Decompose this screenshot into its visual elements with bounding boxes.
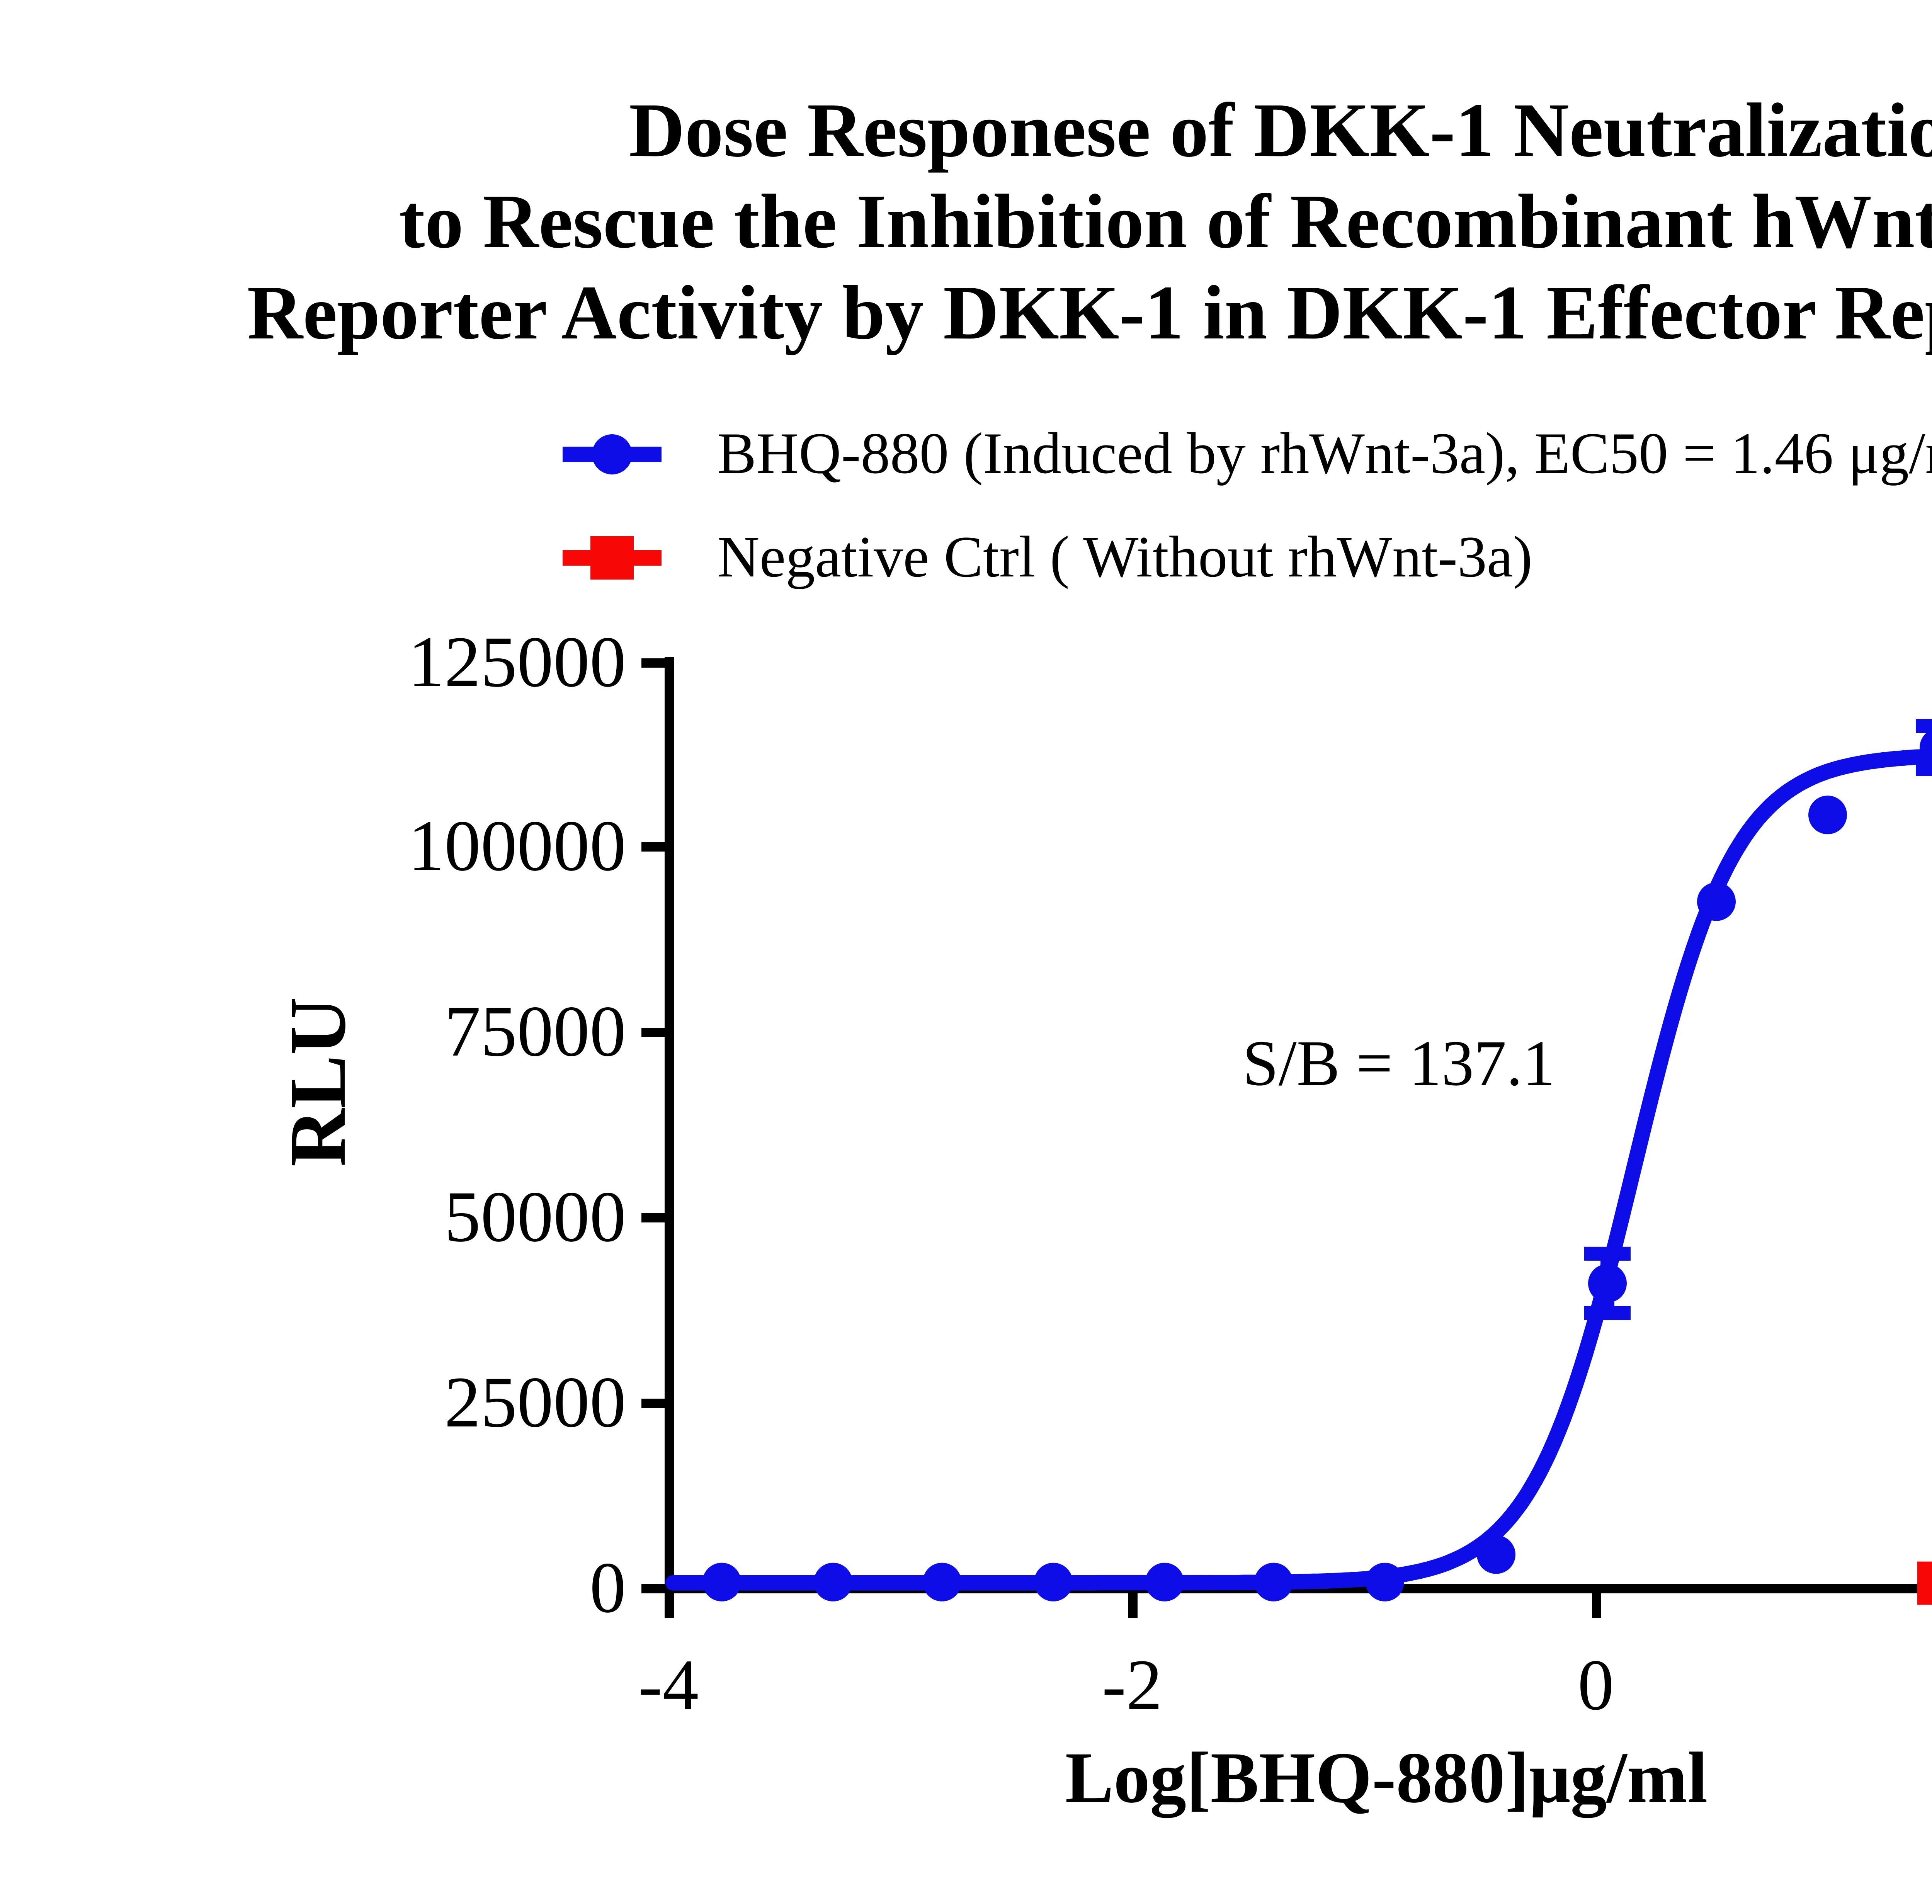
data-point-bhq880 xyxy=(1808,796,1847,835)
y-tick xyxy=(641,1584,665,1593)
y-tick xyxy=(641,1399,665,1408)
y-tick-label: 125000 xyxy=(408,622,626,702)
chart-title-line2: to Rescue the Inhibition of Recombinant … xyxy=(399,178,1932,264)
x-tick-label: 0 xyxy=(1578,1646,1614,1726)
data-point-bhq880 xyxy=(1697,882,1736,921)
data-point-bhq880 xyxy=(1366,1562,1404,1601)
x-tick-label: -2 xyxy=(1102,1646,1163,1726)
data-point-bhq880 xyxy=(1254,1562,1293,1601)
legend-square-line-icon xyxy=(563,524,662,592)
y-tick-label: 50000 xyxy=(444,1178,626,1258)
y-tick-label: 0 xyxy=(590,1549,626,1629)
legend-item-bhq880: BHQ-880 (Induced by rhWnt-3a), EC50 = 1.… xyxy=(563,420,1932,488)
error-bar xyxy=(1916,719,1932,776)
dose-response-curve xyxy=(665,748,1932,1591)
legend-circle-line-icon xyxy=(563,420,662,488)
y-tick xyxy=(641,843,665,852)
data-point-bhq880 xyxy=(814,1562,852,1601)
x-axis-title: Log[BHQ-880]μg/ml xyxy=(1065,1739,1708,1819)
y-tick-label: 100000 xyxy=(408,807,626,888)
y-tick-label: 75000 xyxy=(444,993,626,1073)
x-tick xyxy=(1128,1593,1137,1618)
data-point-bhq880 xyxy=(1588,1264,1627,1303)
y-axis-line xyxy=(665,657,674,1593)
legend-label-negative-ctrl: Negative Ctrl ( Without rhWnt-3a) xyxy=(717,525,1533,590)
y-tick-label: 25000 xyxy=(444,1363,626,1444)
legend-label-bhq880: BHQ-880 (Induced by rhWnt-3a), EC50 = 1.… xyxy=(717,422,1932,487)
signal-background-annotation: S/B = 137.1 xyxy=(1242,1029,1555,1100)
y-tick xyxy=(641,1028,665,1038)
data-point-bhq880 xyxy=(923,1562,961,1601)
legend-item-negative-ctrl: Negative Ctrl ( Without rhWnt-3a) xyxy=(563,524,1532,592)
x-tick xyxy=(664,1593,673,1618)
data-point-bhq880 xyxy=(1477,1535,1515,1574)
data-point-negative-ctrl xyxy=(1917,1561,1932,1605)
y-tick xyxy=(641,658,665,667)
data-point-bhq880 xyxy=(1034,1562,1073,1601)
chart-title-line1: Dose Responese of DKK-1 Neutralization A… xyxy=(629,87,1932,173)
data-point-bhq880 xyxy=(1145,1562,1184,1601)
data-point-bhq880 xyxy=(702,1562,741,1601)
x-tick-label: -4 xyxy=(638,1646,699,1726)
x-tick xyxy=(1591,1593,1600,1618)
chart-title: Dose Responese of DKK-1 Neutralization A… xyxy=(0,85,1932,359)
data-point-bhq880 xyxy=(1920,729,1932,766)
chart-title-line3: Reporter Activity by DKK-1 in DKK-1 Effe… xyxy=(247,269,1932,355)
y-tick xyxy=(641,1213,665,1223)
